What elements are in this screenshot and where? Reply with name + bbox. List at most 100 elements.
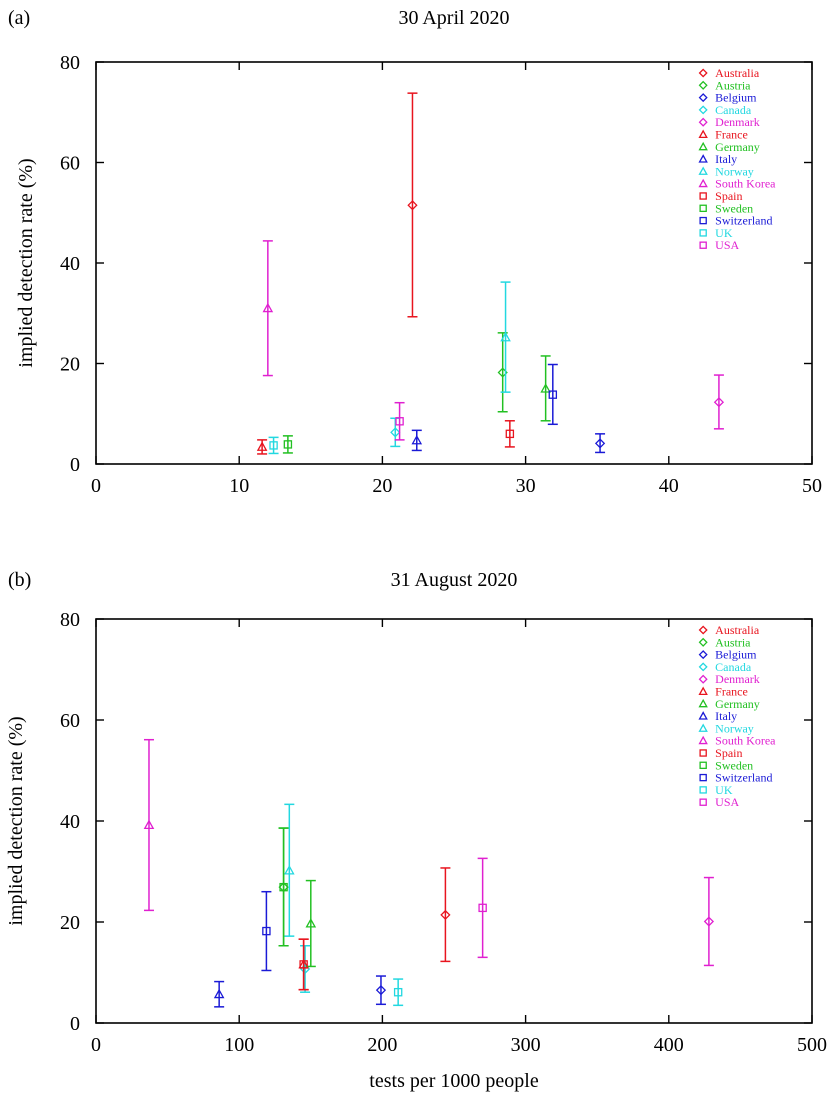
- y-tick-label: 80: [60, 52, 80, 74]
- data-point-switzerland: [261, 890, 272, 972]
- data-point-spain: [504, 420, 515, 448]
- panel-a-legend: AustraliaAustriaBelgiumCanadaDenmarkFran…: [698, 66, 776, 252]
- diamond-marker: [713, 397, 725, 408]
- y-tick-label: 60: [60, 153, 80, 175]
- legend-item-uk: UK: [699, 783, 733, 797]
- data-point-australia: [407, 92, 418, 318]
- square-marker: [548, 390, 558, 399]
- legend-item-canada: Canada: [698, 103, 752, 117]
- legend-item-sweden: Sweden: [699, 758, 753, 772]
- legend-item-switzerland: Switzerland: [699, 214, 772, 228]
- data-point-south-korea: [143, 738, 155, 912]
- legend-square-icon: [699, 786, 707, 794]
- diamond-marker: [390, 427, 401, 438]
- legend-label: Canada: [715, 103, 752, 117]
- legend-item-australia: Australia: [698, 623, 760, 637]
- legend-diamond-icon: [698, 80, 708, 90]
- legend-label: France: [715, 128, 748, 142]
- legend-square-icon: [699, 773, 707, 782]
- legend-triangle-icon: [698, 711, 708, 720]
- triangle-marker: [256, 441, 268, 451]
- legend-item-italy: Italy: [698, 709, 737, 723]
- x-tick-label: 400: [654, 1034, 684, 1056]
- x-tick-label: 500: [797, 1034, 827, 1056]
- legend-label: USA: [715, 238, 739, 252]
- legend-label: Belgium: [715, 648, 757, 662]
- legend-label: Spain: [715, 189, 742, 203]
- legend-triangle-icon: [698, 178, 708, 188]
- triangle-marker: [540, 383, 551, 393]
- legend-triangle-icon: [698, 686, 708, 696]
- legend-label: Italy: [715, 709, 737, 723]
- legend-diamond-icon: [698, 650, 708, 660]
- legend-label: Switzerland: [715, 771, 772, 785]
- x-tick-label: 20: [372, 475, 392, 497]
- square-marker: [299, 960, 308, 969]
- x-tick-label: 30: [516, 475, 536, 497]
- data-point-uk: [393, 978, 404, 1007]
- panel-a-y-axis-title: implied detection rate (%): [15, 158, 37, 367]
- legend-square-icon: [699, 241, 707, 249]
- legend-item-spain: Spain: [699, 746, 743, 760]
- legend-label: Norway: [715, 164, 754, 178]
- data-point-italy: [213, 980, 225, 1008]
- data-point-belgium: [375, 975, 387, 1006]
- square-marker: [393, 987, 403, 997]
- legend-label: Germany: [715, 697, 760, 711]
- legend-label: Sweden: [715, 201, 753, 215]
- square-marker: [505, 429, 515, 439]
- y-tick-label: 20: [60, 354, 80, 376]
- data-point-uk: [268, 436, 279, 455]
- data-point-denmark: [703, 876, 715, 967]
- y-tick-label: 40: [60, 811, 80, 833]
- legend-item-sweden: Sweden: [699, 201, 753, 215]
- panel-a: (a) 30 April 2020 implied detection rate…: [8, 7, 822, 497]
- y-tick-label: 80: [60, 609, 80, 631]
- x-tick-label: 40: [659, 475, 679, 497]
- panel-a-x-ticks: 0 10 20 30 40 50: [91, 62, 822, 497]
- legend-diamond-icon: [698, 68, 708, 78]
- legend-label: Spain: [715, 746, 742, 760]
- legend-item-spain: Spain: [699, 189, 743, 203]
- square-marker: [262, 926, 271, 936]
- triangle-marker: [411, 434, 423, 445]
- legend-triangle-icon: [698, 141, 708, 151]
- square-marker: [279, 882, 288, 892]
- legend-item-usa: USA: [699, 795, 740, 809]
- panel-b-data-marks: [143, 738, 715, 1008]
- data-point-usa: [477, 857, 488, 959]
- diamond-marker: [407, 200, 418, 211]
- legend-label: Australia: [715, 66, 760, 80]
- diamond-marker: [594, 438, 606, 449]
- legend-item-italy: Italy: [698, 152, 737, 166]
- diamond-marker: [375, 985, 387, 996]
- legend-triangle-icon: [698, 166, 708, 175]
- data-point-canada: [390, 417, 401, 448]
- panel-a-plot-frame: [95, 61, 813, 465]
- legend-label: Sweden: [715, 758, 753, 772]
- x-tick-label: 100: [224, 1034, 254, 1056]
- diamond-marker: [703, 916, 715, 927]
- legend-diamond-icon: [698, 674, 708, 684]
- legend-item-australia: Australia: [698, 66, 760, 80]
- legend-square-icon: [699, 192, 707, 200]
- panel-a-y-ticks: 0 20 40 60 80: [60, 52, 812, 476]
- legend-square-icon: [699, 761, 707, 770]
- legend-label: Denmark: [715, 672, 760, 686]
- legend-item-germany: Germany: [698, 140, 760, 154]
- legend-diamond-icon: [698, 625, 708, 635]
- legend-item-norway: Norway: [698, 721, 754, 735]
- data-point-italy: [411, 429, 423, 452]
- y-tick-label: 60: [60, 710, 80, 732]
- data-point-sweden: [278, 827, 289, 947]
- data-point-germany: [305, 879, 317, 968]
- legend-item-germany: Germany: [698, 697, 760, 711]
- legend-square-icon: [699, 798, 707, 806]
- legend-triangle-icon: [698, 129, 708, 139]
- legend-item-south-korea: South Korea: [698, 177, 776, 191]
- legend-item-france: France: [698, 685, 748, 699]
- legend-item-belgium: Belgium: [698, 91, 757, 105]
- legend-diamond-icon: [698, 637, 708, 647]
- data-point-germany: [540, 355, 551, 422]
